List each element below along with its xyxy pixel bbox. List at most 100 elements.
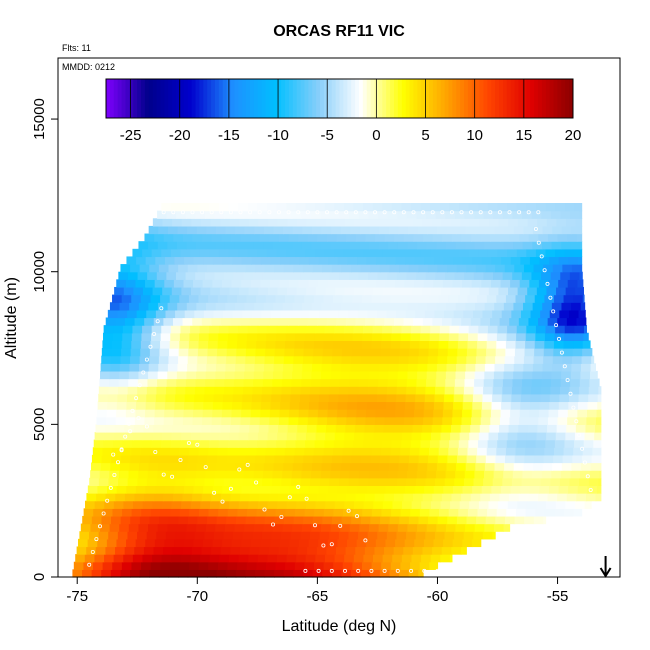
heatmap-cell [284,294,296,303]
heatmap-cell [292,363,303,372]
heatmap-cell [344,431,355,441]
heatmap-cell [349,378,360,387]
heatmap-cell [179,508,190,517]
heatmap-cell [552,363,563,372]
heatmap-cell [185,210,197,219]
heatmap-cell [146,309,157,319]
heatmap-cell [360,355,371,364]
heatmap-cell [473,271,485,280]
colorbar-segment [421,79,426,118]
heatmap-cell [497,325,508,334]
colorbar-tick-label: -25 [120,127,142,144]
heatmap-cell [520,309,532,319]
heatmap-cell [264,264,275,273]
heatmap-cell [526,203,537,212]
heatmap-cell [432,416,443,425]
heatmap-cell [300,271,312,280]
heatmap-cell [529,256,541,265]
heatmap-cell [411,431,422,441]
heatmap-cell [170,248,182,258]
colorbar-segment [109,79,115,118]
heatmap-cell [193,409,204,418]
heatmap-cell [265,294,276,303]
heatmap-cell [232,401,243,410]
heatmap-cell [313,340,324,349]
heatmap-cell [320,523,332,532]
flight-track-point [248,210,253,215]
heatmap-cell [403,493,414,502]
heatmap-cell [415,477,427,487]
heatmap-cell [115,416,126,425]
heatmap-cell [452,485,464,494]
heatmap-cell [208,508,219,517]
heatmap-cell [149,355,160,364]
heatmap-cell [444,477,455,487]
heatmap-cell [274,348,285,357]
heatmap-cell [176,470,187,479]
heatmap-cell [436,302,447,311]
heatmap-cell [273,302,284,311]
flight-track-point [94,537,99,542]
heatmap-cell [401,439,412,448]
heatmap-cell [141,561,152,570]
heatmap-cell [428,454,439,464]
heatmap-cell [201,493,212,502]
heatmap-cell [396,271,408,280]
heatmap-cell [536,286,548,296]
flight-track-point [186,440,191,445]
heatmap-cell [471,538,482,548]
heatmap-cell [255,454,266,464]
heatmap-cell [126,401,137,410]
heatmap-cell [455,523,466,532]
heatmap-cell [338,309,349,319]
heatmap-cell [311,363,323,372]
heatmap-cell [166,477,177,487]
heatmap-cell [447,264,458,273]
heatmap-cell [82,569,93,578]
heatmap-cell [226,454,237,464]
heatmap-cell [247,325,258,334]
heatmap-cell [433,256,445,265]
heatmap-cell [253,470,264,479]
heatmap-cell [579,386,590,395]
heatmap-cell [130,454,141,464]
heatmap-cell [580,462,592,471]
heatmap-cell [299,393,311,403]
heatmap-cell [541,241,553,250]
heatmap-cell [540,386,551,395]
flight-track-point [372,210,377,215]
heatmap-cell [192,317,203,326]
heatmap-cell [110,363,121,372]
heatmap-cell [376,256,387,265]
heatmap-cell [262,210,273,219]
heatmap-cell [535,248,547,258]
heatmap-cell [414,279,425,288]
heatmap-cell [393,424,404,433]
heatmap-cell [430,431,442,441]
heatmap-cell [494,462,505,471]
heatmap-cell [329,477,340,487]
heatmap-cell [521,477,532,487]
heatmap-cell [368,271,379,280]
heatmap-cell [310,271,321,280]
colorbar-segment [288,79,294,118]
colorbar-segment [390,79,395,118]
heatmap-cell [587,401,598,410]
heatmap-cell [149,515,160,525]
heatmap-cell [242,309,253,319]
heatmap-cell [499,424,510,433]
heatmap-cell [262,386,273,395]
heatmap-cell [411,500,422,509]
heatmap-cell [341,515,352,525]
colorbar-segment [218,79,224,118]
colorbar-segment [526,79,531,118]
heatmap-cell [228,554,240,563]
heatmap-cell [409,447,421,456]
heatmap-cell [509,317,520,326]
heatmap-cell [554,508,565,517]
heatmap-cell [326,546,337,555]
heatmap-cell [101,454,112,464]
heatmap-cell [426,302,438,311]
heatmap-cell [561,241,572,250]
heatmap-cell [417,462,428,471]
